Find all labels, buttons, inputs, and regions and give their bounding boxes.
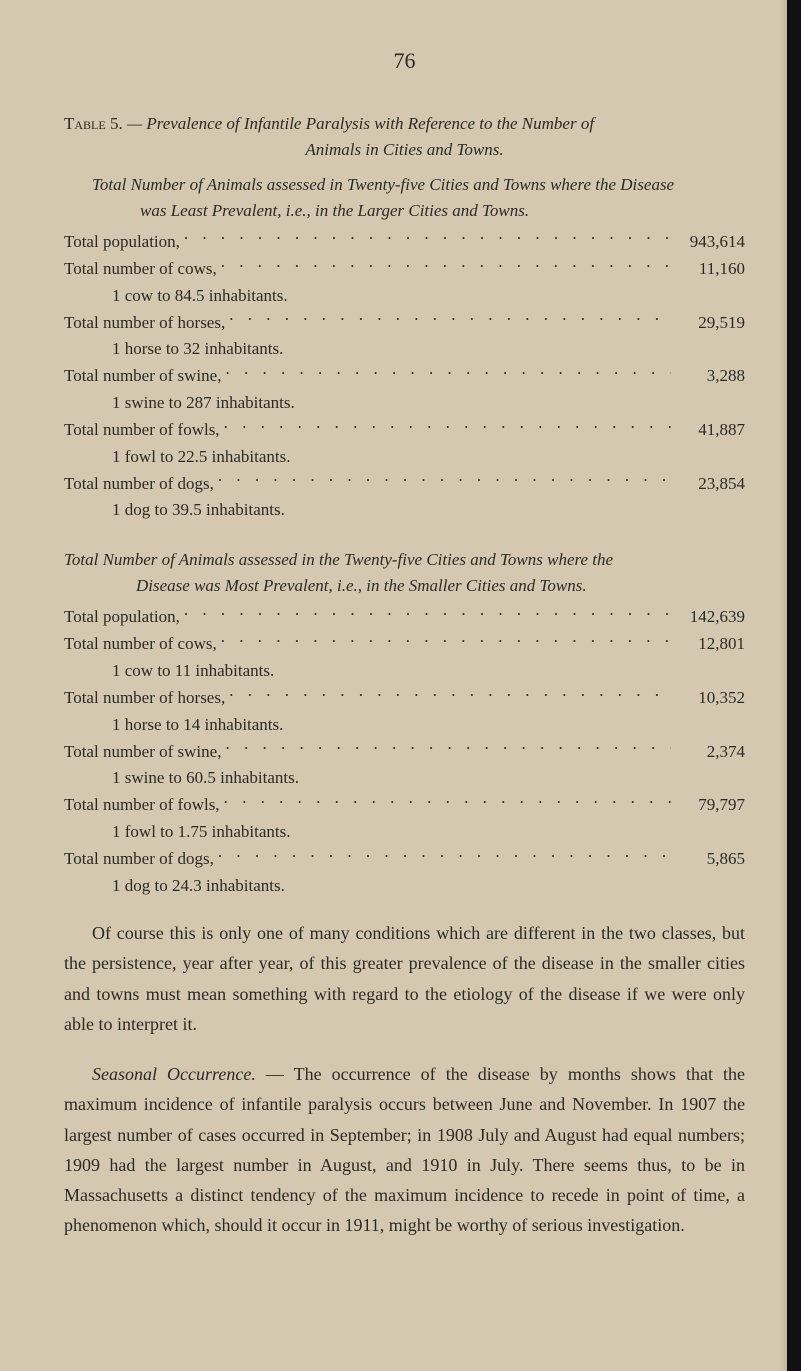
stat-row: Total population, 142,639: [64, 604, 745, 630]
stat-ratio: 1 dog to 24.3 inhabitants.: [64, 873, 745, 899]
stat-row: Total number of fowls, 41,887: [64, 416, 745, 442]
block-b-stats: Total population, 142,639 Total number o…: [64, 604, 745, 899]
stat-row: Total number of fowls, 79,797: [64, 792, 745, 818]
stat-label: Total number of cows,: [64, 631, 217, 657]
leader-dots: [184, 228, 671, 247]
block-a-heading-l1: Total Number of Animals assessed in Twen…: [92, 172, 745, 198]
stat-row: Total number of dogs, 23,854: [64, 470, 745, 496]
stat-value: 10,352: [675, 685, 745, 711]
paragraph-1: Of course this is only one of many condi…: [64, 918, 745, 1039]
block-a-heading-l2: was Least Prevalent, i.e., in the Larger…: [92, 198, 745, 224]
stat-value: 23,854: [675, 471, 745, 497]
stat-value: 3,288: [675, 363, 745, 389]
stat-ratio: 1 cow to 84.5 inhabitants.: [64, 283, 745, 309]
stat-row: Total number of cows, 12,801: [64, 631, 745, 657]
stat-label: Total number of swine,: [64, 363, 221, 389]
table-title-line2: Animals in Cities and Towns.: [64, 137, 745, 163]
stat-value: 142,639: [675, 604, 745, 630]
paragraph-2-body: — The occurrence of the disease by month…: [64, 1064, 745, 1235]
block-b-heading: Total Number of Animals assessed in the …: [64, 547, 745, 600]
stat-value: 5,865: [675, 846, 745, 872]
stat-ratio: 1 cow to 11 inhabitants.: [64, 658, 745, 684]
stat-row: Total population, 943,614: [64, 228, 745, 254]
stat-label: Total number of dogs,: [64, 471, 214, 497]
leader-dots: [218, 845, 671, 864]
table-title: Table 5. — Prevalence of Infantile Paral…: [64, 110, 745, 164]
block-b-heading-l1: Total Number of Animals assessed in the …: [64, 547, 745, 573]
leader-dots: [225, 738, 671, 757]
stat-row: Total number of horses, 10,352: [64, 684, 745, 710]
leader-dots: [224, 792, 671, 811]
stat-value: 29,519: [675, 310, 745, 336]
leader-dots: [218, 470, 671, 489]
stat-value: 11,160: [675, 256, 745, 282]
page-shadow: [779, 0, 787, 1371]
stat-label: Total population,: [64, 604, 180, 630]
block-a-stats: Total population, 943,614 Total number o…: [64, 228, 745, 523]
stat-row: Total number of cows, 11,160: [64, 255, 745, 281]
stat-value: 943,614: [675, 229, 745, 255]
leader-dots: [229, 309, 671, 328]
stat-ratio: 1 dog to 39.5 inhabitants.: [64, 497, 745, 523]
stat-ratio: 1 swine to 60.5 inhabitants.: [64, 765, 745, 791]
block-a-heading: Total Number of Animals assessed in Twen…: [64, 172, 745, 225]
stat-value: 41,887: [675, 417, 745, 443]
stat-row: Total number of swine, 2,374: [64, 738, 745, 764]
stat-label: Total number of horses,: [64, 685, 225, 711]
stat-ratio: 1 fowl to 1.75 inhabitants.: [64, 819, 745, 845]
stat-ratio: 1 horse to 14 inhabitants.: [64, 712, 745, 738]
stat-ratio: 1 horse to 32 inhabitants.: [64, 336, 745, 362]
page-edge: [787, 0, 801, 1371]
stat-value: 12,801: [675, 631, 745, 657]
stat-label: Total number of fowls,: [64, 417, 220, 443]
leader-dots: [184, 604, 671, 623]
stat-row: Total number of horses, 29,519: [64, 309, 745, 335]
page-number: 76: [64, 48, 745, 74]
stat-label: Total number of cows,: [64, 256, 217, 282]
stat-row: Total number of swine, 3,288: [64, 363, 745, 389]
stat-label: Total number of fowls,: [64, 792, 220, 818]
stat-ratio: 1 fowl to 22.5 inhabitants.: [64, 444, 745, 470]
stat-value: 2,374: [675, 739, 745, 765]
stat-row: Total number of dogs, 5,865: [64, 845, 745, 871]
leader-dots: [225, 363, 671, 382]
stat-ratio: 1 swine to 287 inhabitants.: [64, 390, 745, 416]
stat-label: Total population,: [64, 229, 180, 255]
table-label: Table 5.: [64, 114, 123, 133]
paragraph-2-lead: Seasonal Occurrence.: [92, 1064, 256, 1084]
stat-value: 79,797: [675, 792, 745, 818]
stat-label: Total number of dogs,: [64, 846, 214, 872]
paragraph-2: Seasonal Occurrence. — The occurrence of…: [64, 1059, 745, 1240]
table-title-line1: — Prevalence of Infantile Paralysis with…: [123, 114, 594, 133]
leader-dots: [224, 416, 671, 435]
stat-label: Total number of swine,: [64, 739, 221, 765]
leader-dots: [229, 684, 671, 703]
block-b-heading-l2: Disease was Most Prevalent, i.e., in the…: [64, 573, 745, 599]
leader-dots: [221, 255, 671, 274]
stat-label: Total number of horses,: [64, 310, 225, 336]
leader-dots: [221, 631, 671, 650]
